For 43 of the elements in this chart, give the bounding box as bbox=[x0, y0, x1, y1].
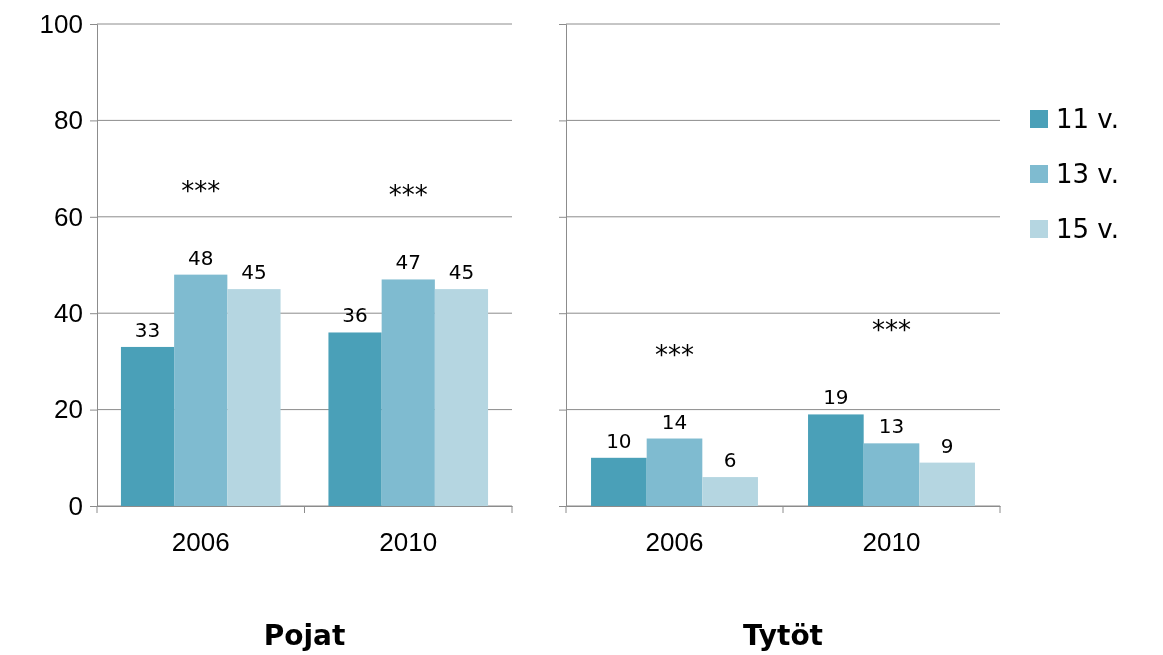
y-tick-label: 40 bbox=[54, 298, 83, 329]
bar bbox=[808, 414, 864, 506]
data-label: 47 bbox=[395, 250, 421, 275]
data-label: 13 bbox=[878, 414, 905, 439]
data-label: 45 bbox=[448, 260, 475, 285]
x-axis-title: Tytöt bbox=[742, 619, 824, 652]
annotation: *** bbox=[181, 175, 221, 206]
bar bbox=[434, 289, 489, 506]
data-label: 19 bbox=[823, 385, 849, 410]
data-label: 33 bbox=[134, 317, 161, 342]
legend-label: 15 v. bbox=[1056, 214, 1119, 244]
y-tick-label: 0 bbox=[68, 490, 83, 521]
bar bbox=[120, 346, 175, 506]
legend-label: 13 v. bbox=[1056, 159, 1119, 189]
x-tick-label: 2010 bbox=[862, 526, 921, 557]
data-label: 48 bbox=[188, 245, 214, 270]
annotation: *** bbox=[388, 180, 428, 211]
y-tick-label: 100 bbox=[39, 8, 83, 39]
y-tick-label: 20 bbox=[54, 394, 83, 425]
bar bbox=[702, 477, 758, 506]
data-label: 36 bbox=[342, 303, 368, 328]
bar bbox=[174, 274, 228, 506]
legend-label: 11 v. bbox=[1056, 104, 1119, 134]
x-tick-label: 2010 bbox=[379, 526, 438, 557]
data-label: 6 bbox=[723, 448, 737, 473]
bar bbox=[919, 462, 975, 506]
bar bbox=[227, 289, 281, 506]
y-tick-label: 60 bbox=[54, 201, 83, 232]
data-label: 14 bbox=[661, 409, 688, 434]
bar bbox=[381, 279, 435, 506]
y-tick-label: 80 bbox=[54, 105, 83, 136]
x-tick-label: 2006 bbox=[645, 526, 704, 557]
data-label: 10 bbox=[606, 428, 632, 453]
annotation: *** bbox=[655, 339, 694, 370]
annotation: *** bbox=[872, 315, 911, 346]
x-axis-title: Pojat bbox=[263, 619, 346, 652]
bar bbox=[646, 438, 703, 506]
data-label: 45 bbox=[241, 260, 267, 285]
data-label: 9 bbox=[940, 433, 954, 458]
bar bbox=[328, 332, 382, 506]
x-tick-label: 2006 bbox=[171, 526, 230, 557]
bar bbox=[591, 457, 647, 506]
bar bbox=[863, 443, 920, 506]
